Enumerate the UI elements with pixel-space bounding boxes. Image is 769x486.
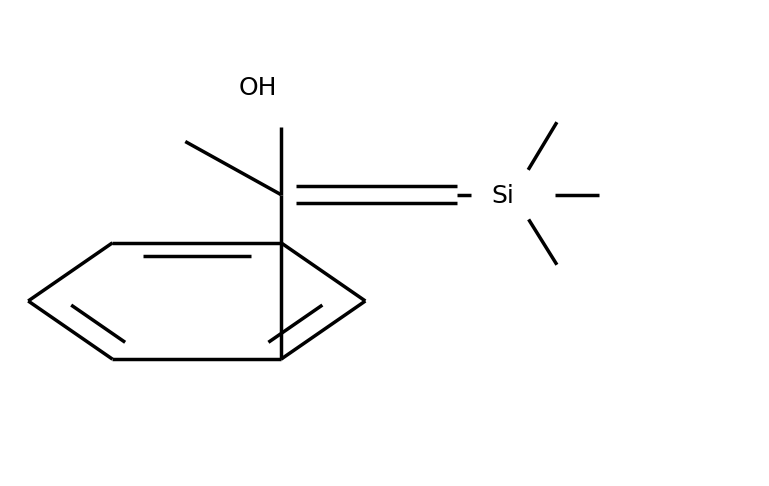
Text: OH: OH	[239, 76, 278, 101]
Text: Si: Si	[492, 184, 514, 208]
